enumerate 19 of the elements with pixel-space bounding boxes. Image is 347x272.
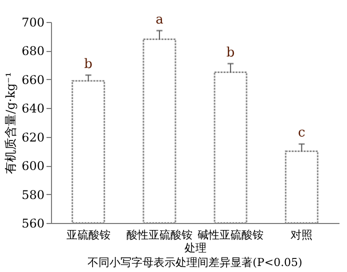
y-tick-label: 660 [22, 72, 44, 87]
y-tick-label: 700 [22, 16, 44, 30]
x-tick-label: 碱性亚硫酸铵 [198, 228, 264, 242]
y-axis-title: 有机质含量/g·kg⁻¹ [4, 72, 18, 174]
x-tick-label: 对照 [290, 228, 313, 242]
text: 不同小写字母表示处理间差异显著(P<0.05) [88, 256, 302, 269]
y-tick-label: 680 [22, 44, 44, 58]
y-tick-label: 640 [22, 102, 44, 116]
annotation: c [298, 126, 306, 141]
x-tick-label: 酸性亚硫酸铵 [126, 228, 192, 242]
x-tick-label: 亚硫酸铵 [66, 228, 110, 242]
y-tick-label: 560 [22, 216, 44, 230]
y-tick-label: 620 [22, 130, 44, 144]
annotation: b [84, 56, 92, 72]
x-axis-title: 处理 [184, 242, 206, 254]
y-tick-label: 580 [22, 188, 44, 202]
annotation: b [226, 45, 235, 60]
annotation: a [156, 12, 164, 28]
y-tick-label: 600 [22, 159, 44, 174]
